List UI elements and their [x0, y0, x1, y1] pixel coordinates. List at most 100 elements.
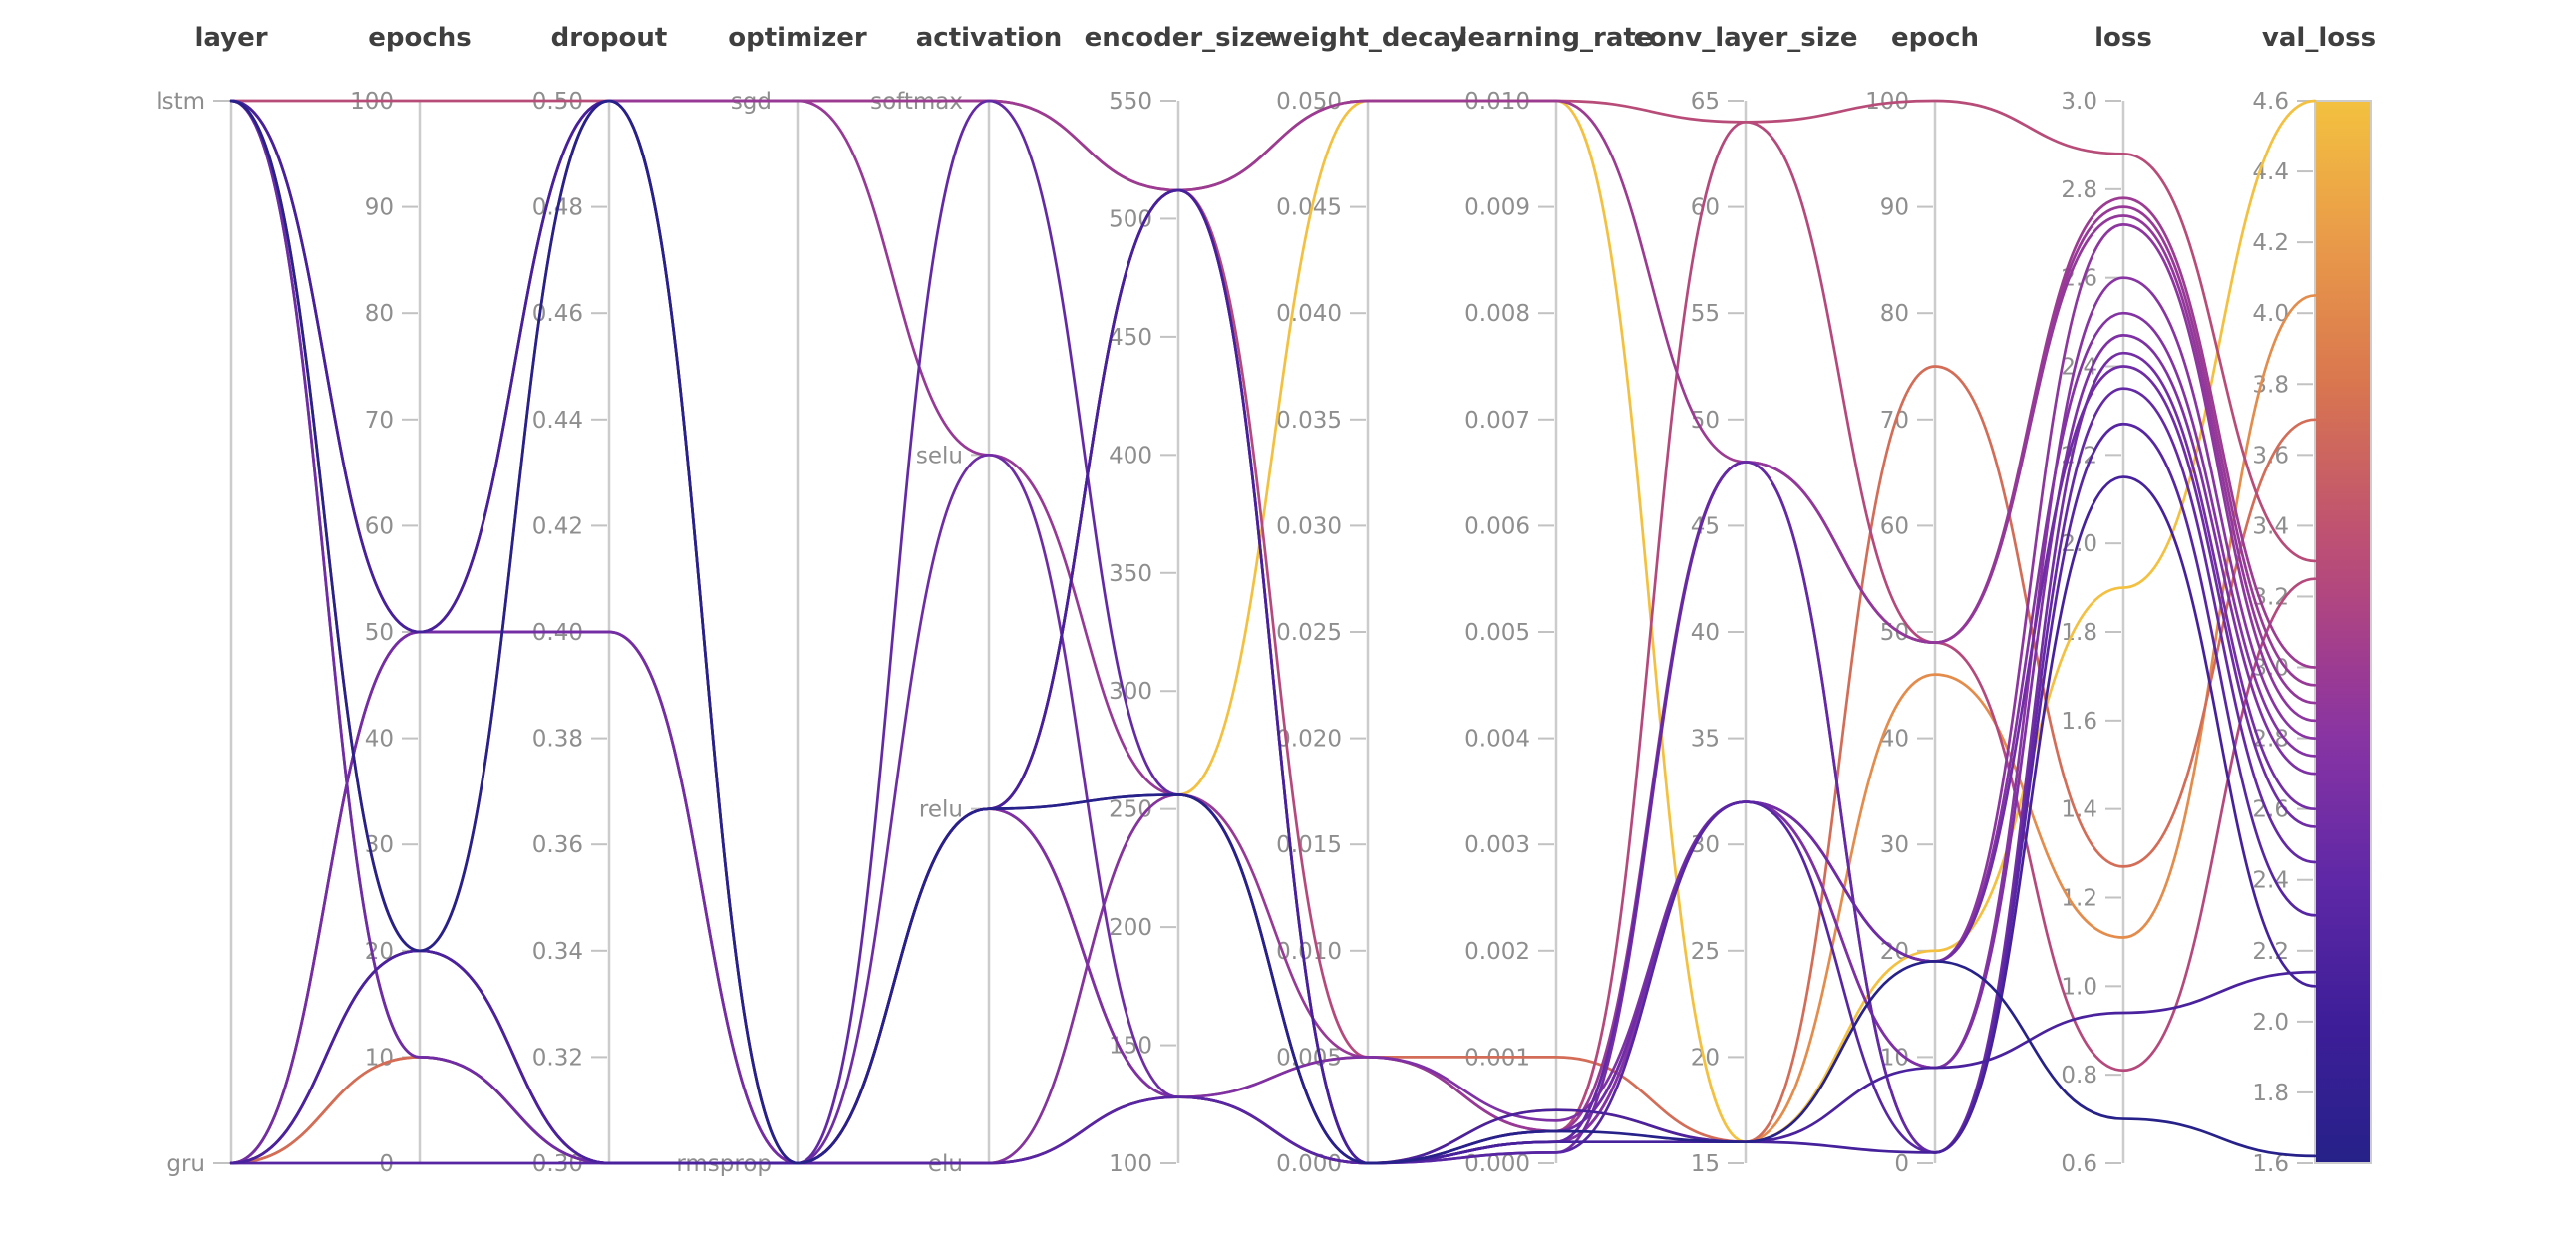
tick-label-learning_rate: 0.002: [1464, 939, 1530, 965]
axis-title-learning_rate: learning_rate: [1459, 23, 1654, 53]
tick-label-conv_layer_size: 15: [1691, 1151, 1720, 1177]
tick-label-dropout: 0.32: [532, 1045, 583, 1071]
axis-val_loss[interactable]: val_loss1.61.82.02.22.42.62.83.03.23.43.…: [2252, 23, 2376, 1177]
tick-label-encoder_size: 350: [1109, 561, 1152, 587]
axis-title-epoch: epoch: [1891, 23, 1979, 53]
tick-label-conv_layer_size: 65: [1691, 89, 1720, 115]
tick-label-dropout: 0.44: [532, 408, 583, 434]
axis-title-layer: layer: [194, 23, 267, 53]
axis-title-conv_layer_size: conv_layer_size: [1634, 23, 1858, 53]
tick-label-encoder_size: 200: [1109, 915, 1152, 941]
tick-label-weight_decay: 0.005: [1276, 1045, 1342, 1071]
tick-label-epoch: 50: [1880, 620, 1909, 646]
tick-label-epochs: 70: [365, 408, 394, 434]
tick-label-weight_decay: 0.025: [1276, 620, 1342, 646]
tick-label-weight_decay: 0.030: [1276, 513, 1342, 539]
tick-label-learning_rate: 0.005: [1464, 620, 1530, 646]
axis-loss[interactable]: loss0.60.81.01.21.41.61.82.02.22.42.62.8…: [2061, 23, 2151, 1177]
tick-label-weight_decay: 0.040: [1276, 301, 1342, 327]
run-line[interactable]: [229, 99, 2317, 563]
axis-title-encoder_size: encoder_size: [1085, 23, 1273, 53]
axis-title-optimizer: optimizer: [728, 23, 867, 53]
axis-title-epochs: epochs: [368, 23, 472, 53]
val-loss-colorbar: [2314, 100, 2372, 1164]
axis-encoder_size[interactable]: encoder_size1001502002503003504004505005…: [1085, 23, 1273, 1177]
tick-label-loss: 1.8: [2061, 620, 2097, 646]
tick-label-loss: 2.8: [2061, 177, 2097, 203]
run-line[interactable]: [229, 365, 2317, 1165]
tick-label-encoder_size: 450: [1109, 325, 1152, 351]
run-lines: [229, 99, 2317, 1165]
tick-label-encoder_size: 300: [1109, 679, 1152, 705]
tick-label-encoder_size: 100: [1109, 1151, 1152, 1177]
axis-title-val_loss: val_loss: [2262, 23, 2376, 53]
tick-label-epochs: 60: [365, 513, 394, 539]
tick-label-layer: gru: [166, 1151, 205, 1177]
tick-label-val_loss: 4.4: [2252, 159, 2289, 185]
tick-label-dropout: 0.38: [532, 727, 583, 753]
tick-label-loss: 1.0: [2061, 974, 2097, 1000]
tick-label-learning_rate: 0.009: [1464, 195, 1530, 221]
tick-label-conv_layer_size: 40: [1691, 620, 1720, 646]
tick-label-epoch: 60: [1880, 513, 1909, 539]
tick-label-learning_rate: 0.006: [1464, 513, 1530, 539]
tick-label-conv_layer_size: 55: [1691, 301, 1720, 327]
tick-label-learning_rate: 0.003: [1464, 832, 1530, 858]
tick-label-conv_layer_size: 50: [1691, 408, 1720, 434]
tick-label-epoch: 80: [1880, 301, 1909, 327]
tick-label-activation: selu: [916, 443, 963, 468]
tick-label-dropout: 0.42: [532, 513, 583, 539]
tick-label-layer: lstm: [156, 89, 205, 115]
tick-label-epochs: 10: [365, 1045, 394, 1071]
axis-title-dropout: dropout: [551, 23, 668, 53]
axis-learning_rate[interactable]: learning_rate0.0000.0010.0020.0030.0040.…: [1459, 23, 1654, 1177]
tick-label-conv_layer_size: 45: [1691, 513, 1720, 539]
tick-label-epochs: 90: [365, 195, 394, 221]
tick-label-learning_rate: 0.007: [1464, 408, 1530, 434]
tick-label-epochs: 80: [365, 301, 394, 327]
tick-label-encoder_size: 250: [1109, 797, 1152, 823]
tick-label-weight_decay: 0.000: [1276, 1151, 1342, 1177]
tick-label-weight_decay: 0.035: [1276, 408, 1342, 434]
axis-title-activation: activation: [916, 23, 1063, 53]
run-line[interactable]: [229, 99, 2317, 1165]
tick-label-val_loss: 4.6: [2252, 89, 2289, 115]
run-line[interactable]: [229, 99, 2317, 1165]
tick-label-weight_decay: 0.015: [1276, 832, 1342, 858]
axis-layer[interactable]: layer gru lstm: [156, 23, 268, 1177]
tick-label-conv_layer_size: 25: [1691, 939, 1720, 965]
tick-label-dropout: 0.36: [532, 832, 583, 858]
tick-label-val_loss: 3.6: [2252, 443, 2289, 468]
axis-title-loss: loss: [2094, 23, 2152, 53]
tick-label-val_loss: 4.2: [2252, 230, 2289, 256]
axis-dropout[interactable]: dropout0.300.320.340.360.380.400.420.440…: [532, 23, 668, 1177]
tick-label-val_loss: 1.8: [2252, 1081, 2289, 1106]
tick-label-epochs: 50: [365, 620, 394, 646]
tick-label-loss: 0.8: [2061, 1063, 2097, 1088]
tick-label-conv_layer_size: 35: [1691, 727, 1720, 753]
tick-label-loss: 1.2: [2061, 886, 2097, 912]
tick-label-activation: relu: [919, 797, 963, 823]
tick-label-learning_rate: 0.004: [1464, 727, 1530, 753]
tick-label-weight_decay: 0.050: [1276, 89, 1342, 115]
tick-label-encoder_size: 400: [1109, 443, 1152, 468]
tick-label-epoch: 30: [1880, 832, 1909, 858]
tick-label-loss: 3.0: [2061, 89, 2097, 115]
tick-label-learning_rate: 0.008: [1464, 301, 1530, 327]
tick-label-loss: 0.6: [2061, 1151, 2097, 1177]
axis-weight_decay[interactable]: weight_decay0.0000.0050.0100.0150.0200.0…: [1269, 23, 1467, 1177]
tick-label-dropout: 0.34: [532, 939, 583, 965]
tick-label-epoch: 90: [1880, 195, 1909, 221]
tick-label-epochs: 40: [365, 727, 394, 753]
axis-title-weight_decay: weight_decay: [1269, 23, 1467, 53]
tick-label-loss: 1.6: [2061, 709, 2097, 735]
tick-label-val_loss: 2.0: [2252, 1010, 2289, 1036]
tick-label-epoch: 0: [1894, 1151, 1909, 1177]
